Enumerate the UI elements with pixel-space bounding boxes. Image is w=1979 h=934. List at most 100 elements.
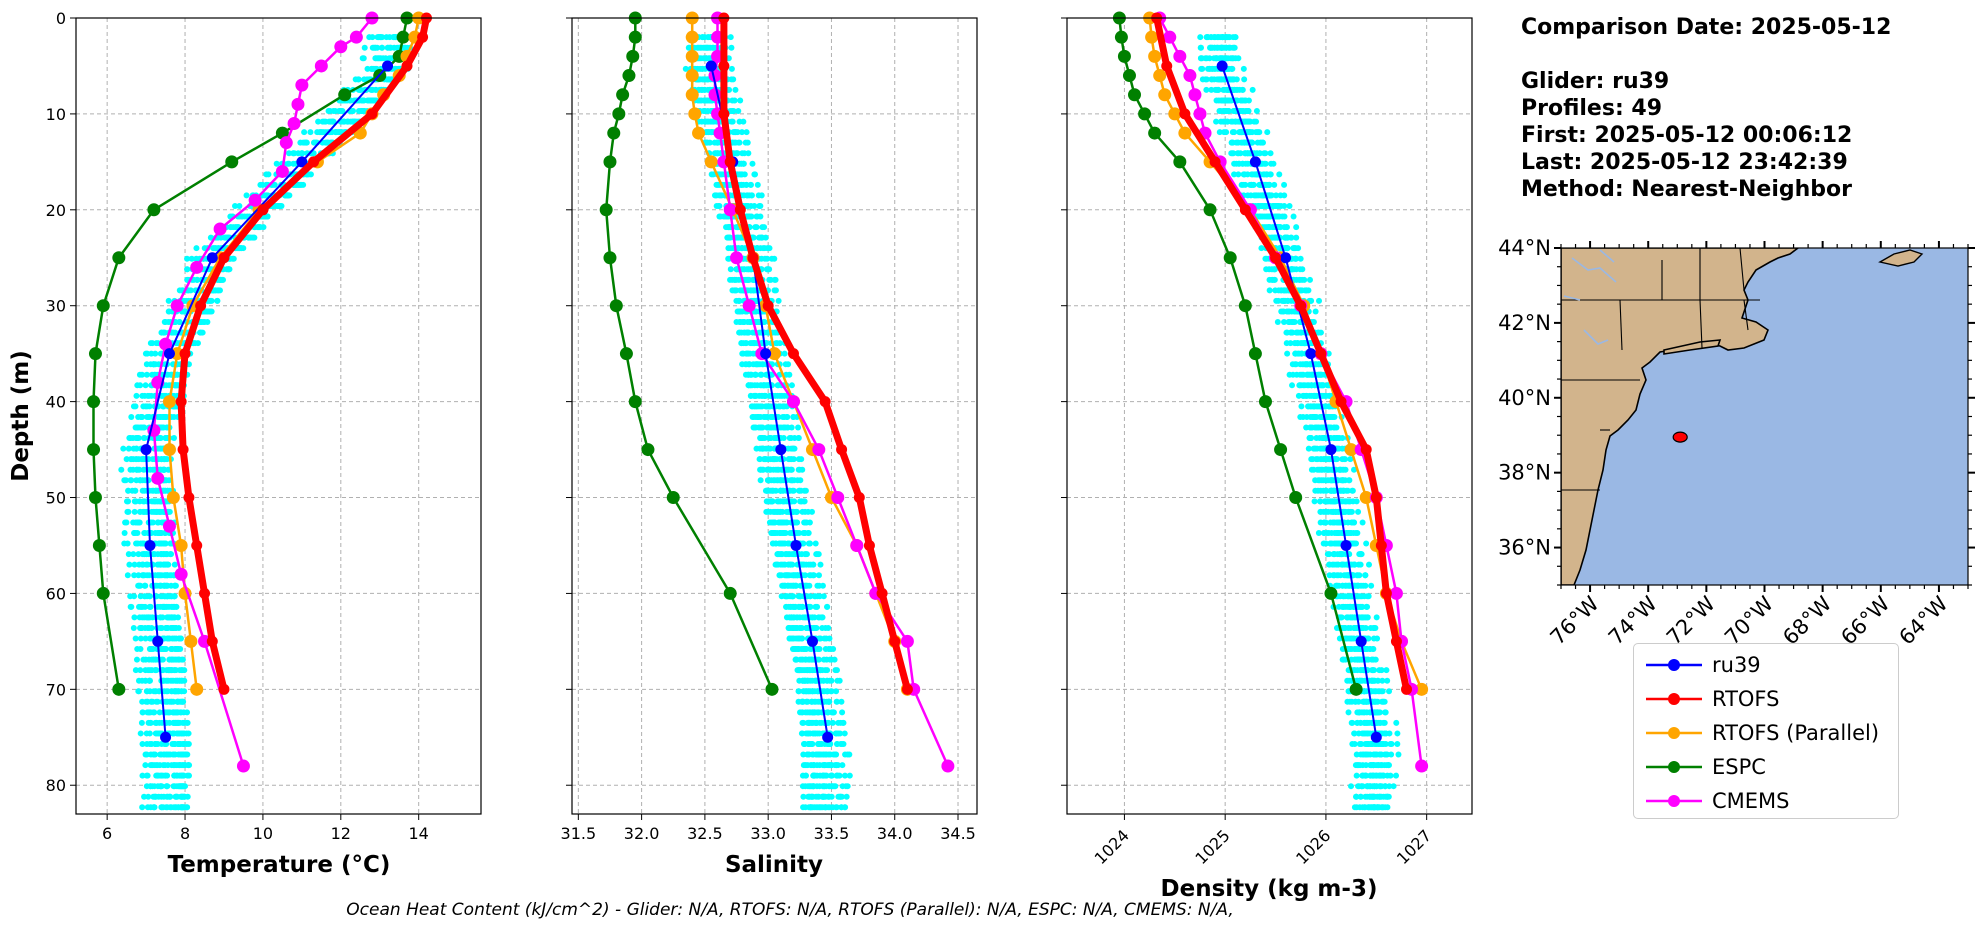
series-point — [160, 731, 172, 743]
glider-profile-point — [1253, 108, 1260, 115]
series-point — [685, 30, 699, 44]
glider-profile-point — [155, 561, 162, 568]
series-point — [723, 586, 737, 600]
glider-profile-point — [130, 551, 137, 558]
glider-profile-point — [123, 498, 130, 505]
glider-profile-point — [733, 276, 740, 283]
glider-profile-point — [131, 561, 138, 568]
glider-profile-point — [840, 740, 847, 747]
glider-profile-point — [177, 751, 184, 758]
glider-profile-point — [726, 234, 733, 241]
x-tick-label: 14 — [409, 824, 429, 843]
glider-profile-point — [771, 456, 778, 463]
glider-profile-point — [174, 698, 181, 705]
glider-profile-point — [144, 561, 151, 568]
glider-profile-point — [834, 772, 841, 779]
glider-profile-point — [153, 772, 160, 779]
glider-profile-point — [330, 108, 337, 115]
glider-profile-point — [160, 762, 167, 769]
glider-profile-point — [127, 477, 134, 484]
glider-profile-point — [818, 751, 825, 758]
series-point — [314, 59, 328, 73]
glider-profile-point — [789, 551, 796, 558]
glider-profile-point — [752, 371, 759, 378]
glider-profile-point — [150, 508, 157, 515]
glider-profile-point — [754, 213, 761, 220]
series-point — [831, 491, 845, 505]
glider-profile-point — [155, 519, 162, 526]
series-point — [199, 587, 211, 599]
glider-profile-point — [698, 86, 705, 93]
glider-profile-point — [127, 466, 134, 473]
series-point — [206, 252, 218, 264]
series-point — [175, 396, 187, 408]
y-tick-label: 50 — [46, 489, 66, 508]
glider-profile-point — [761, 224, 768, 231]
glider-profile-point — [754, 382, 761, 389]
glider-profile-point — [809, 793, 816, 800]
glider-profile-point — [825, 793, 832, 800]
glider-profile-point — [179, 698, 186, 705]
glider-profile-point — [1348, 783, 1355, 790]
glider-profile-point — [152, 740, 159, 747]
glider-profile-point — [171, 635, 178, 642]
glider-profile-point — [786, 624, 793, 631]
series-point — [742, 299, 756, 313]
glider-profile-point — [368, 65, 375, 72]
glider-profile-point — [810, 772, 817, 779]
glider-profile-point — [156, 709, 163, 716]
glider-profile-point — [795, 688, 802, 695]
glider-profile-point — [156, 582, 163, 589]
series-point — [705, 60, 717, 72]
glider-profile-point — [754, 403, 761, 410]
glider-profile-point — [728, 65, 735, 72]
glider-profile-point — [139, 740, 146, 747]
glider-profile-point — [185, 772, 192, 779]
glider-profile-point — [783, 572, 790, 579]
glider-profile-point — [842, 783, 849, 790]
series-point — [901, 683, 913, 695]
glider-profile-point — [728, 44, 735, 51]
series-point — [628, 395, 642, 409]
glider-profile-point — [135, 688, 142, 695]
glider-profile-point — [795, 424, 802, 431]
series-point — [92, 538, 106, 552]
y-tick-label: 40 — [46, 393, 66, 412]
glider-profile-point — [839, 709, 846, 716]
glider-profile-point — [736, 319, 743, 326]
series-point — [177, 444, 189, 456]
glider-profile-point — [156, 540, 163, 547]
glider-profile-point — [835, 762, 842, 769]
glider-profile-point — [216, 287, 223, 294]
glider-profile-point — [777, 477, 784, 484]
glider-profile-point — [805, 540, 812, 547]
glider-profile-point — [740, 118, 747, 125]
series-point — [850, 538, 864, 552]
glider-profile-point — [815, 793, 822, 800]
series-point — [417, 31, 429, 43]
glider-profile-point — [150, 751, 157, 758]
glider-profile-point — [152, 688, 159, 695]
glider-profile-point — [319, 129, 326, 136]
glider-profile-point — [1393, 719, 1400, 726]
series-point — [730, 251, 744, 265]
series-point — [190, 682, 204, 696]
glider-profile-point — [145, 614, 152, 621]
glider-profile-point — [1311, 498, 1318, 505]
series-point — [396, 30, 410, 44]
glider-profile-point — [137, 382, 144, 389]
glider-profile-point — [835, 719, 842, 726]
glider-profile-point — [812, 540, 819, 547]
series-point — [174, 538, 188, 552]
glider-profile-point — [742, 340, 749, 347]
series-point — [863, 539, 875, 551]
series-point — [338, 88, 352, 102]
glider-profile-point — [807, 603, 814, 610]
glider-profile-point — [150, 709, 157, 716]
series-point — [88, 491, 102, 505]
glider-profile-point — [181, 793, 188, 800]
glider-profile-point — [714, 139, 721, 146]
glider-profile-point — [168, 656, 175, 663]
glider-profile-point — [780, 530, 787, 537]
